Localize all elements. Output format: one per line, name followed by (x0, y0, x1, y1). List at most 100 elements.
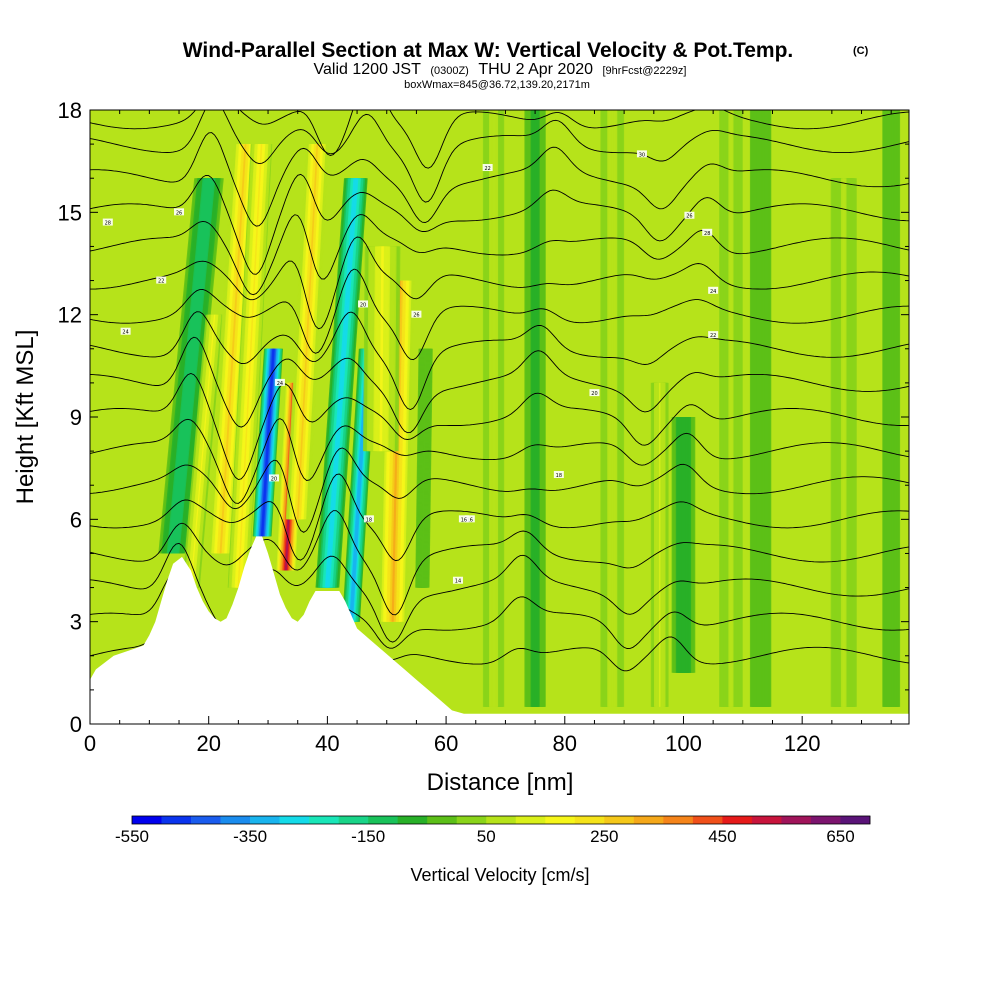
colorbar-bin (751, 816, 782, 824)
colorbar-tick-label: -350 (233, 827, 267, 846)
colorbar-frame (131, 815, 871, 825)
colorbar-bin (574, 816, 605, 824)
y-axis: 0 3 6 9 12 15 18 (58, 98, 909, 737)
colorbar-bin (692, 816, 723, 824)
contour-label-bg (102, 218, 113, 226)
contour-labels: 14 16 18 20 22 24 26 28 30 28 26 24 22 20 18 16 26 22 24 20 (102, 150, 719, 585)
valid-time-line: Valid 1200 JST (0300Z) THU 2 Apr 2020 [9… (314, 61, 687, 78)
colorbar-tick-label: -550 (115, 827, 149, 846)
y-tick-label: 6 (70, 507, 82, 532)
contour-label-bg (589, 389, 600, 397)
y-tick-label: 0 (70, 712, 82, 737)
colorbar-bin (191, 816, 221, 824)
contour-label: 26 (176, 210, 182, 216)
colorbar-title: Vertical Velocity [cm/s] (410, 865, 589, 885)
colorbar-bin (840, 816, 871, 824)
isentrope-line (90, 236, 909, 330)
valid-utc: (0300Z) (430, 65, 469, 77)
contour-label-bg (363, 515, 374, 523)
contour-label-bg (174, 208, 185, 216)
x-tick-label: 80 (553, 731, 577, 756)
isentrope-line (90, 447, 909, 533)
y-tick-label: 9 (70, 405, 82, 430)
contour-label-bg (411, 310, 422, 318)
contour-label-bg (464, 515, 475, 523)
isentrope-line (90, 510, 909, 616)
colorbar-tick-label: 250 (590, 827, 618, 846)
forecast-info: [9hrFcst@2229z] (603, 65, 687, 77)
theta-contours (90, 110, 909, 712)
contour-label: 28 (105, 221, 111, 227)
velocity-cell (842, 178, 845, 707)
x-tick-label: 0 (84, 731, 96, 756)
isentrope-line (90, 336, 909, 434)
isentrope-line (90, 418, 909, 504)
contour-label: 26 (686, 214, 692, 220)
velocity-cell (421, 348, 427, 588)
x-tick-label: 20 (196, 731, 220, 756)
contour-label: 24 (710, 289, 716, 295)
colorbar-labels: -550 -350 -150 50 250 450 650 (115, 827, 855, 846)
isentrope-line (90, 268, 909, 361)
velocity-cell (326, 178, 357, 588)
y-tick-label: 12 (58, 303, 82, 328)
isentrope-line (90, 473, 909, 562)
contour-label-bg (684, 211, 695, 219)
contour-label: 18 (556, 473, 562, 479)
contour-label: 20 (360, 302, 366, 308)
colorbar-tick-label: -150 (351, 827, 385, 846)
colorbar-tick-label: 450 (708, 827, 736, 846)
y-tick-label: 15 (58, 200, 82, 225)
velocity-field (158, 110, 901, 707)
contour-label: 18 (366, 517, 372, 523)
contour-label: 16 (467, 517, 473, 523)
velocity-cell (296, 144, 319, 520)
contour-label-bg (553, 470, 564, 478)
contour-label-bg (358, 300, 368, 308)
terrain-profile (90, 536, 909, 724)
y-axis-title: Height [Kft MSL] (12, 330, 39, 505)
x-tick-label: 60 (434, 731, 458, 756)
plot-area: 14 16 18 20 22 24 26 28 30 28 26 24 22 20 18 16 26 22 24 20 (90, 110, 909, 724)
contour-label: 26 (413, 313, 419, 319)
contour-label: 24 (277, 381, 283, 387)
chart-header: Wind-Parallel Section at Max W: Vertical… (183, 39, 869, 91)
colorbar-bin (456, 816, 487, 824)
box-info: boxWmax=845@36.72,139.20,2171m (404, 79, 590, 91)
isentrope-line (90, 132, 909, 227)
colorbar-bin (338, 816, 369, 824)
contour-label: 22 (484, 166, 490, 172)
contour-label: 16 (461, 517, 467, 523)
velocity-cell (611, 110, 614, 707)
contour-label-bg (156, 276, 167, 284)
velocity-cell (492, 110, 495, 707)
colorbar-bin (633, 816, 664, 824)
contour-label-bg (458, 515, 469, 523)
colorbar-bin (722, 816, 753, 824)
velocity-cell (379, 246, 384, 452)
colorbar-bin (810, 816, 841, 824)
contour-label: 22 (158, 279, 164, 285)
valid-prefix: Valid 1200 JST (314, 61, 422, 78)
x-axis: 0 20 40 60 80 100 120 (84, 110, 892, 756)
x-axis-title: Distance [nm] (427, 769, 574, 796)
colorbar-bin (486, 816, 517, 824)
contour-label-bg (702, 228, 713, 236)
contour-label-bg (120, 327, 131, 335)
colorbar-bin (220, 816, 251, 824)
colorbar (131, 815, 871, 825)
colorbar-bin (397, 816, 428, 824)
velocity-cell (759, 110, 762, 707)
isentrope-line (90, 110, 909, 169)
colorbar-tick-label: 650 (826, 827, 854, 846)
colorbar-bin (604, 816, 635, 824)
isentrope-line (90, 311, 909, 410)
contour-label: 20 (271, 476, 277, 482)
isentrope-line (90, 373, 909, 480)
colorbar-tick-label: 50 (477, 827, 496, 846)
contour-label: 28 (704, 231, 710, 237)
colorbar-bin (545, 816, 576, 824)
valid-date: THU 2 Apr 2020 (478, 61, 593, 78)
velocity-cell (534, 110, 536, 707)
x-tick-label: 120 (784, 731, 821, 756)
